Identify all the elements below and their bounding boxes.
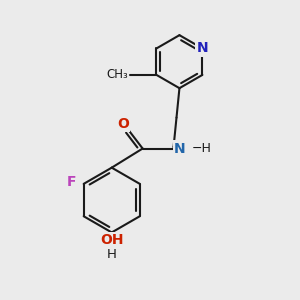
Text: −H: −H	[191, 142, 211, 155]
Text: CH₃: CH₃	[107, 68, 128, 81]
Text: N: N	[196, 41, 208, 56]
Text: O: O	[117, 117, 129, 131]
Text: N: N	[174, 142, 185, 155]
Text: F: F	[67, 176, 76, 189]
Text: H: H	[107, 248, 117, 261]
Text: OH: OH	[100, 233, 124, 247]
